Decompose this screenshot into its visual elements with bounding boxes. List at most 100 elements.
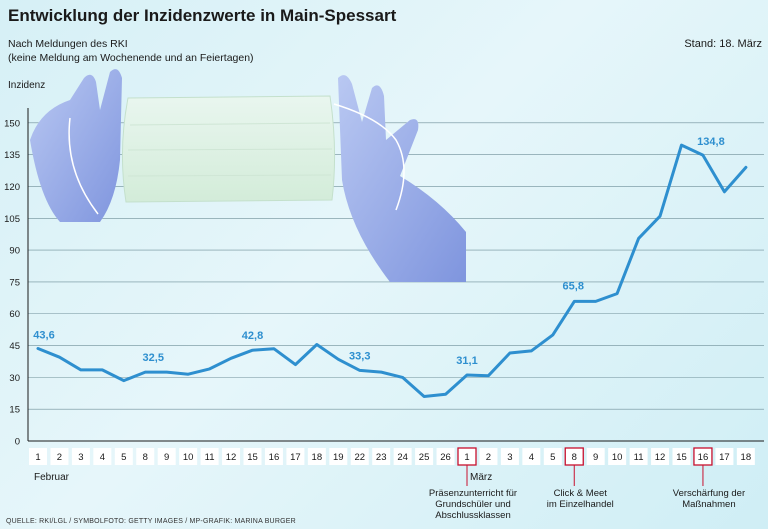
x-tick-label: 2 (57, 452, 62, 463)
x-tick-box (307, 448, 326, 465)
left-glove (30, 69, 122, 222)
x-tick-box (179, 448, 198, 465)
source-credit: QUELLE: RKI/LGL / SYMBOLFOTO: GETTY IMAG… (6, 518, 296, 525)
x-tick-box (479, 448, 498, 465)
annotation-text: Abschlussklassen (435, 510, 511, 521)
x-tick-label: 15 (676, 452, 687, 463)
x-tick-label: 11 (205, 452, 215, 463)
x-tick-label: 19 (333, 452, 344, 463)
x-tick-box (114, 448, 133, 465)
y-tick-label: 105 (4, 214, 20, 225)
x-tick-box (200, 448, 219, 465)
y-tick-label: 135 (4, 150, 20, 161)
x-tick-label: 17 (290, 452, 301, 463)
x-tick-box (651, 448, 670, 465)
y-tick-label: 90 (9, 246, 20, 257)
x-tick-box (393, 448, 412, 465)
x-tick-box (500, 448, 519, 465)
data-label: 31,1 (456, 355, 477, 367)
annotation-text: im Einzelhandel (547, 499, 614, 510)
y-tick-label: 30 (9, 373, 20, 384)
x-tick-box (50, 448, 69, 465)
x-tick-box (93, 448, 112, 465)
annotation-text: Click & Meet (554, 488, 608, 499)
x-tick-label: 16 (269, 452, 280, 463)
data-labels: 43,6 32,5 42,8 33,3 31,1 65,8 134,8 (33, 136, 724, 367)
x-tick-label: 22 (354, 452, 365, 463)
x-tick-box (329, 448, 348, 465)
x-tick-label: 9 (164, 452, 169, 463)
x-tick-box (415, 448, 434, 465)
chart-subtitle-line-2: (keine Meldung am Wochenende und an Feie… (8, 52, 254, 64)
month-label: Februar (34, 472, 70, 483)
x-tick-labels: 1 2 3 4 5 8 9 10 11 12 15 16 17 18 19 22 23 24 25 26 1 2 3 4 5 8 9… (29, 447, 755, 466)
x-tick-label: 2 (486, 452, 491, 463)
x-tick-label: 8 (572, 452, 577, 463)
x-tick-label: 8 (143, 452, 148, 463)
x-tick-label: 17 (719, 452, 730, 463)
y-tick-label: 45 (9, 341, 20, 352)
y-axis-label: Inzidenz (8, 80, 45, 91)
data-label: 42,8 (242, 330, 263, 342)
x-tick-box (286, 448, 305, 465)
x-tick-label: 25 (419, 452, 430, 463)
x-tick-label: 18 (741, 452, 752, 463)
y-tick-label: 75 (9, 277, 20, 288)
x-tick-label: 16 (698, 452, 709, 463)
chart-title: Entwicklung der Inzidenzwerte in Main-Sp… (8, 6, 397, 25)
x-tick-box (543, 448, 562, 465)
annotation-text: Maßnahmen (682, 499, 735, 510)
annotation-text: Grundschüler und (435, 499, 511, 510)
data-label: 43,6 (33, 330, 54, 342)
x-tick-box (736, 448, 755, 465)
x-tick-box (608, 448, 627, 465)
x-tick-label: 26 (440, 452, 451, 463)
right-glove (338, 75, 466, 282)
x-tick-label: 12 (226, 452, 237, 463)
x-tick-box (71, 448, 90, 465)
stand-date: Stand: 18. März (684, 38, 762, 50)
data-label: 134,8 (697, 136, 725, 148)
x-tick-box (222, 448, 241, 465)
x-tick-box (436, 448, 455, 465)
month-labels: Februar März (34, 472, 492, 483)
y-tick-label: 0 (15, 437, 20, 448)
series-line (36, 143, 748, 398)
x-tick-label: 1 (464, 452, 469, 463)
x-tick-label: 23 (376, 452, 387, 463)
x-tick-box (264, 448, 283, 465)
x-tick-label: 12 (655, 452, 666, 463)
data-label: 32,5 (143, 352, 164, 364)
x-tick-label: 1 (35, 452, 40, 463)
x-tick-box (29, 448, 47, 465)
annotation-text: Verschärfung der (673, 488, 745, 499)
y-tick-label: 60 (9, 309, 20, 320)
x-tick-box (672, 448, 691, 465)
month-label: März (470, 472, 492, 483)
chart-subtitle-line-1: Nach Meldungen des RKI (8, 38, 128, 50)
x-tick-label: 18 (312, 452, 323, 463)
y-tick-label: 150 (4, 118, 20, 129)
x-tick-box (629, 448, 648, 465)
x-tick-label: 10 (183, 452, 194, 463)
photo-illustration (30, 69, 466, 282)
x-tick-box (350, 448, 369, 465)
y-tick-label: 15 (9, 405, 20, 416)
annotation-text: Präsenzunterricht für (429, 488, 517, 499)
x-tick-label: 5 (121, 452, 126, 463)
x-tick-box (157, 448, 176, 465)
x-tick-label: 3 (507, 452, 512, 463)
x-tick-label: 24 (397, 452, 408, 463)
x-tick-box (243, 448, 262, 465)
data-label: 33,3 (349, 350, 370, 362)
x-tick-box (372, 448, 391, 465)
y-tick-labels: 0 15 30 45 60 75 90 105 120 135 150 (4, 118, 20, 447)
data-label: 65,8 (563, 280, 584, 292)
x-tick-box (522, 448, 541, 465)
y-tick-label: 120 (4, 182, 20, 193)
x-tick-label: 5 (550, 452, 555, 463)
x-tick-box (136, 448, 155, 465)
x-tick-label: 10 (612, 452, 623, 463)
x-tick-box (586, 448, 605, 465)
